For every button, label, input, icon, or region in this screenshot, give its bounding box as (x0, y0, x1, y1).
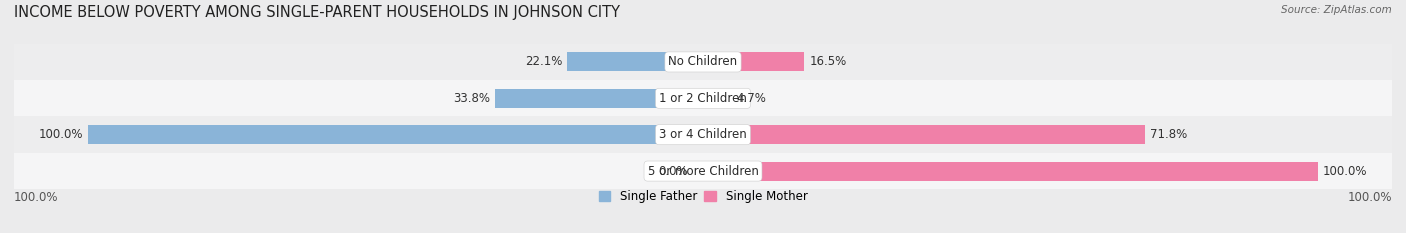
Bar (703, 89, 733, 108)
Text: 16.5%: 16.5% (810, 55, 846, 69)
Text: 3 or 4 Children: 3 or 4 Children (659, 128, 747, 141)
Text: 100.0%: 100.0% (1323, 164, 1368, 178)
Bar (703, 52, 804, 71)
Bar (14, 153, 1392, 189)
Bar (14, 80, 1392, 116)
Text: 100.0%: 100.0% (38, 128, 83, 141)
Bar (14, 116, 1392, 153)
Bar (495, 89, 703, 108)
Text: Source: ZipAtlas.com: Source: ZipAtlas.com (1281, 5, 1392, 15)
Text: 0.0%: 0.0% (658, 164, 688, 178)
Bar (690, 162, 703, 181)
Text: 22.1%: 22.1% (524, 55, 562, 69)
Text: INCOME BELOW POVERTY AMONG SINGLE-PARENT HOUSEHOLDS IN JOHNSON CITY: INCOME BELOW POVERTY AMONG SINGLE-PARENT… (14, 5, 620, 20)
Bar (703, 162, 1319, 181)
Text: 33.8%: 33.8% (453, 92, 491, 105)
Text: 1 or 2 Children: 1 or 2 Children (659, 92, 747, 105)
Bar (14, 44, 1392, 80)
Bar (87, 125, 703, 144)
Bar (703, 125, 1144, 144)
Text: 100.0%: 100.0% (1347, 191, 1392, 204)
Bar (567, 52, 703, 71)
Text: 71.8%: 71.8% (1150, 128, 1187, 141)
Legend: Single Father, Single Mother: Single Father, Single Mother (599, 190, 807, 203)
Text: 4.7%: 4.7% (737, 92, 766, 105)
Text: 100.0%: 100.0% (14, 191, 59, 204)
Text: No Children: No Children (668, 55, 738, 69)
Text: 5 or more Children: 5 or more Children (648, 164, 758, 178)
